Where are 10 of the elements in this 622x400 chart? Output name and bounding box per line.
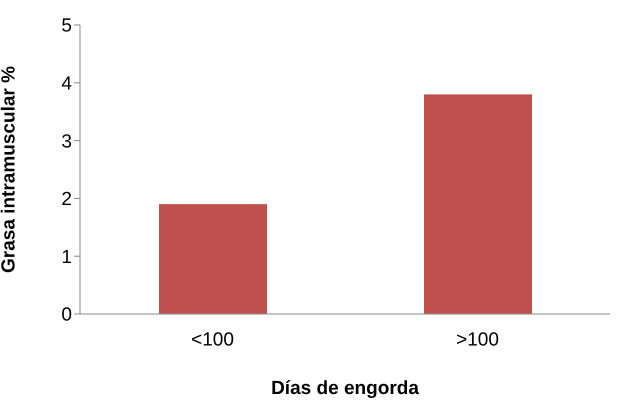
y-tick-label: 5 xyxy=(61,16,72,37)
y-axis-title: Grasa intramuscular % xyxy=(0,66,20,273)
y-tick-label: 0 xyxy=(61,304,72,326)
y-tick-label: 2 xyxy=(61,189,72,210)
x-tick-label: <100 xyxy=(191,329,234,350)
x-tick-label: >100 xyxy=(456,329,499,350)
x-axis-title: Días de engorda xyxy=(271,378,420,399)
y-tick-label: 3 xyxy=(61,131,72,152)
y-tick-label: 1 xyxy=(61,246,72,268)
y-tick-label: 4 xyxy=(61,74,72,95)
